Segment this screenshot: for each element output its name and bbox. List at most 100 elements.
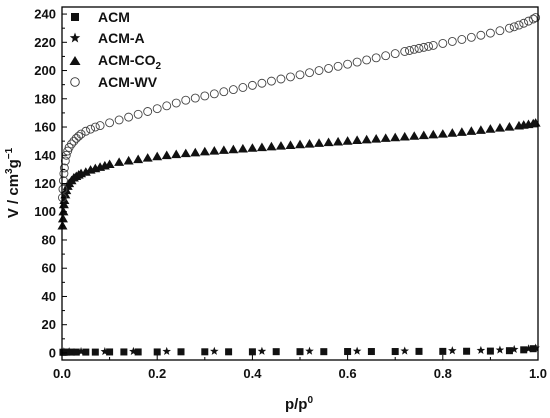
legend-label-acm-wv: ACM-WV [98, 74, 158, 90]
data-point-square [248, 348, 256, 356]
data-point-circle [295, 70, 305, 80]
data-point-triangle [323, 137, 334, 147]
data-point-circle [524, 16, 533, 26]
data-point-circle [409, 44, 419, 54]
y-tick-label: 220 [34, 35, 56, 50]
data-point-triangle [237, 143, 248, 153]
data-point-star [162, 346, 171, 356]
data-point-circle [181, 95, 191, 105]
data-point-circle [81, 126, 91, 136]
y-tick-label: 200 [34, 63, 56, 78]
data-point-star [448, 346, 457, 355]
y-tick-label: 40 [42, 289, 56, 304]
data-point-triangle [142, 153, 153, 162]
data-point-circle [105, 118, 115, 128]
data-point-circle [333, 61, 343, 71]
data-point-circle [405, 46, 414, 55]
data-point-circle [314, 66, 324, 75]
data-point-square [91, 348, 99, 356]
legend-marker-circle-icon [70, 77, 80, 87]
y-tick-label: 120 [34, 176, 56, 191]
data-point-triangle [114, 157, 125, 166]
data-point-triangle [209, 146, 220, 155]
series-circle [58, 13, 541, 203]
data-point-triangle [266, 141, 277, 151]
data-point-circle [343, 59, 353, 69]
data-point-circle [133, 109, 143, 119]
data-point-triangle [333, 136, 344, 146]
data-point-circle [266, 76, 276, 86]
data-point-square [439, 347, 447, 355]
data-point-star [495, 345, 505, 354]
data-point-square [344, 348, 352, 356]
data-point-circle [424, 41, 433, 51]
data-point-circle [381, 51, 391, 61]
data-point-square [225, 348, 233, 356]
x-tick-label: 0.0 [53, 366, 71, 381]
x-tick-label: 0.2 [148, 366, 166, 381]
legend: ACM ACM-A ACM-CO2 ACM-WV [69, 9, 162, 90]
data-point-triangle [218, 145, 229, 154]
data-point-square [177, 348, 185, 356]
data-point-circle [305, 68, 314, 78]
data-point-circle [200, 91, 210, 101]
data-point-triangle [304, 138, 315, 148]
data-point-star [509, 344, 519, 354]
data-point-triangle [456, 127, 467, 136]
data-point-circle [86, 124, 96, 134]
data-point-triangle [342, 136, 353, 145]
data-point-triangle [190, 147, 201, 157]
data-point-square [505, 347, 513, 355]
data-point-triangle [171, 149, 182, 159]
data-point-circle [59, 163, 69, 173]
data-point-triangle [466, 126, 477, 135]
data-point-star [400, 346, 409, 355]
data-point-circle [324, 63, 334, 73]
data-point-triangle [314, 138, 325, 147]
data-point-star [59, 347, 69, 356]
legend-label-acm-co2: ACM-CO2 [98, 52, 162, 72]
legend-label-acm-a: ACM-A [98, 30, 145, 46]
data-point-circle [58, 176, 68, 186]
data-point-circle [514, 20, 524, 30]
x-tick-label: 0.6 [339, 366, 357, 381]
data-point-star [352, 346, 362, 355]
y-axis-label: V / cm3g−1 [4, 147, 22, 218]
series-star [59, 343, 540, 356]
data-point-circle [143, 107, 153, 116]
data-point-circle [457, 35, 467, 44]
data-point-triangle [437, 129, 448, 138]
data-point-square [320, 348, 328, 356]
data-point-star [257, 346, 267, 355]
data-point-circle [286, 72, 295, 82]
data-point-triangle [285, 140, 296, 149]
data-point-circle [124, 112, 134, 122]
y-tick-label: 20 [42, 317, 56, 332]
data-point-star [305, 346, 314, 355]
series-square [59, 345, 537, 356]
data-point-circle [114, 115, 124, 125]
data-point-triangle [494, 123, 505, 132]
data-point-triangle [256, 142, 267, 152]
legend-entry-acm-co2: ACM-CO2 [69, 52, 162, 72]
data-point-square [415, 347, 423, 355]
data-point-circle [519, 18, 529, 28]
data-point-star [129, 346, 138, 356]
data-point-triangle [390, 132, 401, 142]
legend-marker-star-icon [69, 32, 81, 43]
data-point-triangle [199, 146, 210, 156]
data-point-square [391, 348, 399, 356]
x-axis-ticks: 0.0 0.2 0.4 0.6 0.8 1.0 [53, 355, 547, 381]
data-point-triangle [504, 122, 515, 131]
y-tick-label: 100 [34, 204, 56, 219]
data-point-star [531, 343, 540, 352]
data-point-circle [76, 129, 86, 139]
data-point-square [520, 346, 528, 354]
legend-entry-acm-a: ACM-A [69, 30, 145, 46]
data-point-star [524, 344, 533, 353]
y-tick-label: 160 [34, 120, 56, 135]
data-point-circle [528, 14, 538, 24]
legend-entry-acm: ACM [71, 9, 130, 25]
data-point-square [82, 348, 90, 356]
legend-entry-acm-wv: ACM-WV [70, 74, 158, 90]
